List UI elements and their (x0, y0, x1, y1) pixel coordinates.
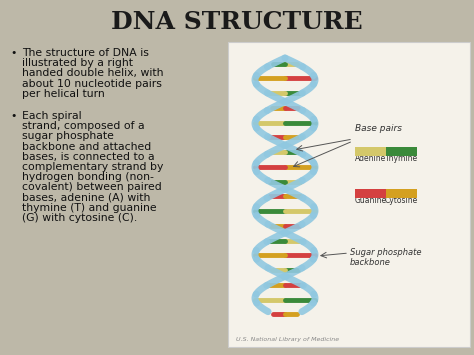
Text: DNA STRUCTURE: DNA STRUCTURE (111, 10, 363, 34)
FancyBboxPatch shape (228, 42, 470, 347)
Text: Base pairs: Base pairs (355, 124, 402, 133)
Bar (386, 189, 417, 198)
Text: Sugar phosphate
backbone: Sugar phosphate backbone (350, 248, 421, 267)
Text: bases, adenine (A) with: bases, adenine (A) with (22, 193, 150, 203)
Text: strand, composed of a: strand, composed of a (22, 121, 145, 131)
Text: illustrated by a right: illustrated by a right (22, 58, 133, 68)
Text: thymine (T) and guanine: thymine (T) and guanine (22, 203, 156, 213)
Bar (355, 147, 386, 156)
Text: Each spiral: Each spiral (22, 111, 82, 121)
Text: (G) with cytosine (C).: (G) with cytosine (C). (22, 213, 137, 223)
Bar (355, 189, 386, 198)
Text: complementary strand by: complementary strand by (22, 162, 164, 172)
Text: U.S. National Library of Medicine: U.S. National Library of Medicine (236, 337, 339, 342)
Text: about 10 nucleotide pairs: about 10 nucleotide pairs (22, 78, 162, 89)
Text: backbone and attached: backbone and attached (22, 142, 151, 152)
Text: Cytosine: Cytosine (385, 196, 418, 205)
Text: •: • (10, 48, 17, 58)
Text: bases, is connected to a: bases, is connected to a (22, 152, 155, 162)
Text: handed double helix, with: handed double helix, with (22, 69, 164, 78)
Text: The structure of DNA is: The structure of DNA is (22, 48, 149, 58)
Text: covalent) between paired: covalent) between paired (22, 182, 162, 192)
Bar (386, 147, 417, 156)
Text: Adenine: Adenine (355, 154, 386, 163)
Text: per helical turn: per helical turn (22, 89, 105, 99)
Text: sugar phosphate: sugar phosphate (22, 131, 114, 141)
Text: Guanine: Guanine (355, 196, 387, 205)
Text: Thymine: Thymine (385, 154, 418, 163)
Text: hydrogen bonding (non-: hydrogen bonding (non- (22, 172, 154, 182)
Text: •: • (10, 111, 17, 121)
